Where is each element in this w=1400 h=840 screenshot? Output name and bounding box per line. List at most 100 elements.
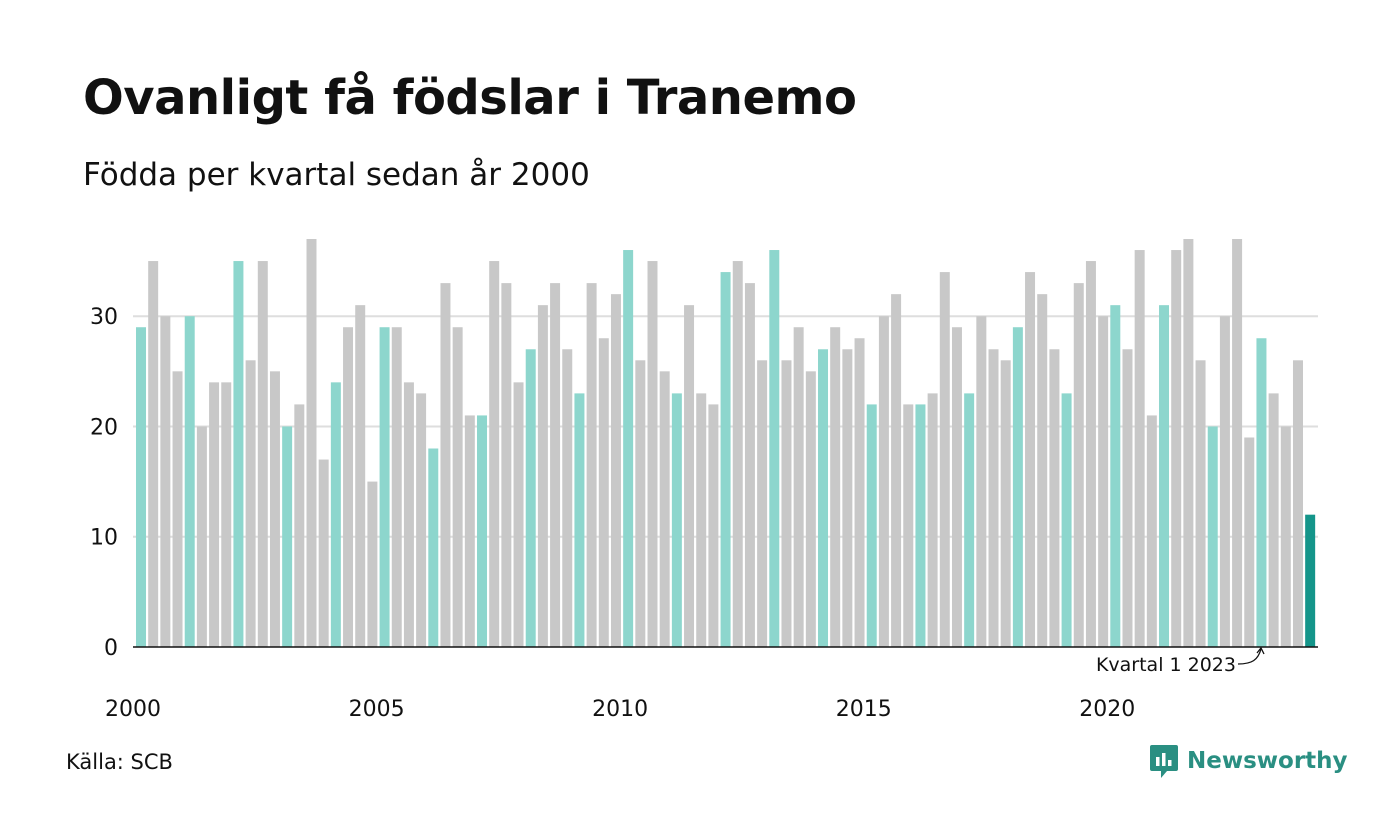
bar xyxy=(842,349,853,647)
bar xyxy=(805,371,816,647)
bar xyxy=(1292,360,1303,647)
bar xyxy=(1134,250,1145,647)
bar xyxy=(1268,393,1279,647)
bar-chart: 0 10 20 30 2000 2005 2010 2015 2020 Kvartal 1 2… xyxy=(90,239,1318,722)
bar xyxy=(160,316,171,647)
bar xyxy=(148,261,159,647)
bar-latest xyxy=(1305,514,1316,647)
y-tick-label: 30 xyxy=(90,305,118,330)
bar xyxy=(586,283,597,647)
bar xyxy=(1195,360,1206,647)
y-tick-label: 20 xyxy=(90,415,118,440)
bar xyxy=(245,360,256,647)
bar xyxy=(708,404,719,647)
chart-title: Ovanligt få födslar i Tranemo xyxy=(83,70,857,126)
bar xyxy=(1000,360,1011,647)
bar xyxy=(233,261,244,647)
bar xyxy=(757,360,768,647)
bar xyxy=(550,283,561,647)
bar xyxy=(818,349,828,647)
bar xyxy=(282,426,293,647)
bar xyxy=(452,327,463,647)
bar xyxy=(537,305,548,647)
bar xyxy=(172,371,183,647)
bar xyxy=(1183,239,1194,647)
bar xyxy=(1244,437,1255,647)
bar xyxy=(1098,316,1109,647)
bar xyxy=(891,294,902,647)
annotation-label: Kvartal 1 2023 xyxy=(1096,654,1236,676)
bar xyxy=(379,327,390,647)
bar xyxy=(221,382,232,647)
bar xyxy=(416,393,427,647)
bar xyxy=(878,316,889,647)
bar xyxy=(1037,294,1048,647)
bar xyxy=(1085,261,1096,647)
bar xyxy=(1122,349,1133,647)
bar xyxy=(403,382,414,647)
bar xyxy=(294,404,305,647)
bar xyxy=(988,349,999,647)
y-tick-label: 10 xyxy=(90,526,118,551)
bar xyxy=(257,261,268,647)
bar xyxy=(647,261,658,647)
y-tick-label: 0 xyxy=(104,636,118,661)
bar xyxy=(209,382,220,647)
bar xyxy=(501,283,512,647)
bar xyxy=(854,338,865,647)
annotation-arrow xyxy=(1237,648,1262,665)
bar xyxy=(330,382,341,647)
bar xyxy=(1073,283,1084,647)
bar xyxy=(464,415,475,647)
bar xyxy=(939,272,950,647)
bar xyxy=(866,404,877,647)
bar xyxy=(720,272,731,647)
bar xyxy=(136,327,146,647)
bar xyxy=(964,393,975,647)
bar xyxy=(1219,316,1230,647)
bar xyxy=(696,393,707,647)
bar xyxy=(1061,393,1072,647)
newsworthy-logo-text: Newsworthy xyxy=(1187,748,1348,774)
bar xyxy=(623,250,634,647)
y-axis-ticks: 0 10 20 30 xyxy=(90,305,118,661)
bar xyxy=(367,481,378,647)
bar xyxy=(684,305,695,647)
chart-subtitle: Födda per kvartal sedan år 2000 xyxy=(83,157,590,193)
bar xyxy=(793,327,804,647)
bar xyxy=(428,448,439,647)
bar xyxy=(489,261,500,647)
x-tick-label: 2010 xyxy=(592,697,648,722)
x-tick-label: 2020 xyxy=(1079,697,1135,722)
bar xyxy=(1025,272,1036,647)
bar xyxy=(1171,250,1182,647)
bar xyxy=(659,371,670,647)
bar xyxy=(830,327,841,647)
bar xyxy=(1280,426,1291,647)
bar xyxy=(671,393,682,647)
bar xyxy=(525,349,536,647)
bar xyxy=(343,327,354,647)
bar xyxy=(1159,305,1170,647)
source-note: Källa: SCB xyxy=(66,750,173,774)
bar xyxy=(744,283,755,647)
bar xyxy=(951,327,962,647)
x-axis-ticks: 2000 2005 2010 2015 2020 xyxy=(105,697,1135,722)
x-tick-label: 2005 xyxy=(349,697,405,722)
bar xyxy=(1012,327,1023,647)
bar xyxy=(184,316,195,647)
bar xyxy=(477,415,487,647)
bar xyxy=(1110,305,1121,647)
newsworthy-logo: Newsworthy xyxy=(1149,743,1348,779)
bar xyxy=(598,338,609,647)
bar xyxy=(269,371,280,647)
bar xyxy=(574,393,585,647)
annotation-arrowhead xyxy=(1256,646,1265,655)
bar xyxy=(915,404,926,647)
bars xyxy=(136,239,1316,647)
bar xyxy=(196,426,207,647)
bar xyxy=(513,382,524,647)
bar xyxy=(1146,415,1157,647)
bar xyxy=(318,459,329,647)
annotation: Kvartal 1 2023 xyxy=(1096,646,1265,676)
